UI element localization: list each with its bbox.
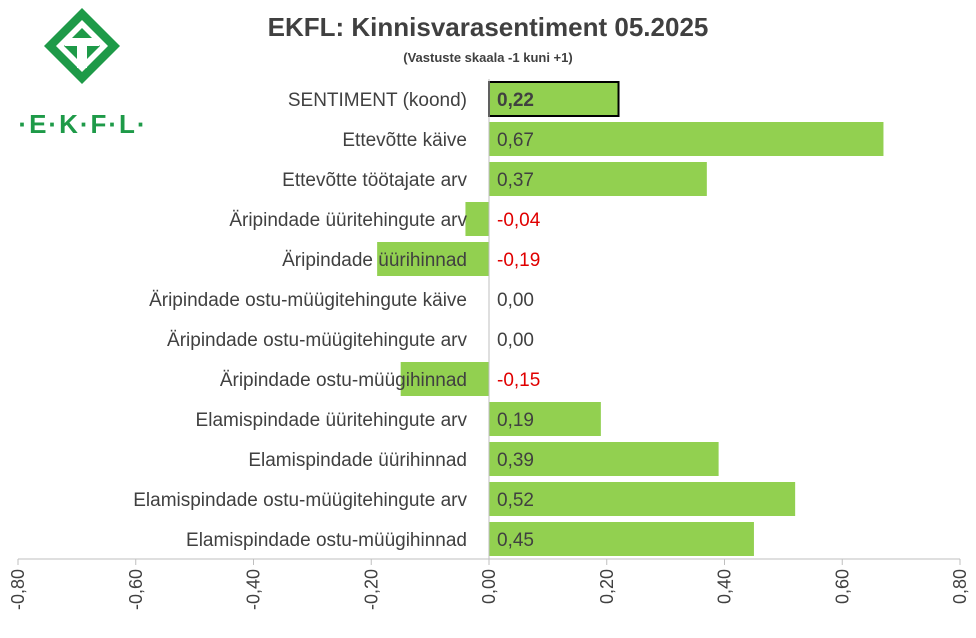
data-label: 0,19 xyxy=(497,410,534,431)
data-label: -0,15 xyxy=(497,370,540,391)
ekfl-logo-emblem xyxy=(44,8,120,84)
category-label: Äripindade üüritehingute arv xyxy=(229,210,467,231)
x-axis: -0,80 -0,60 -0,40 -0,20 0,00 0,20 0,40 0,60 0,80 xyxy=(8,79,970,610)
bar xyxy=(489,482,796,516)
chart-subtitle: (Vastuste skaala -1 kuni +1) xyxy=(403,50,573,65)
data-label: 0,67 xyxy=(497,130,534,151)
bar xyxy=(377,242,489,276)
data-label: 0,45 xyxy=(497,530,534,551)
category-label: Ettevõtte töötajate arv xyxy=(282,170,467,191)
bar xyxy=(489,162,707,196)
x-tick-label: 0,20 xyxy=(597,569,617,604)
x-tick-label: -0,80 xyxy=(8,569,28,610)
bar xyxy=(489,402,601,436)
category-label: Elamispindade üürihinnad xyxy=(248,450,467,471)
data-label: 0,00 xyxy=(497,290,534,311)
ekfl-logo-text: ·E·K·F·L· xyxy=(18,109,147,139)
x-tick-label: -0,40 xyxy=(244,569,264,610)
data-label: 0,39 xyxy=(497,450,534,471)
bar xyxy=(489,122,884,156)
category-label: Äripindade üürihinnad xyxy=(282,250,467,271)
category-label: Elamispindade ostu-müügihinnad xyxy=(186,530,467,551)
bar xyxy=(489,442,719,476)
data-label: 0,00 xyxy=(497,330,534,351)
chart-title: EKFL: Kinnisvarasentiment 05.2025 xyxy=(267,12,709,42)
category-label: SENTIMENT (koond) xyxy=(288,90,467,111)
data-label: 0,37 xyxy=(497,170,534,191)
category-labels: SENTIMENT (koond) Ettevõtte käive Ettevõtt… xyxy=(133,90,467,551)
x-tick-label: 0,40 xyxy=(715,569,735,604)
category-label: Elamispindade ostu-müügitehingute arv xyxy=(133,490,467,511)
x-tick-label: 0,00 xyxy=(479,569,499,604)
category-label: Äripindade ostu-müügitehingute käive xyxy=(149,290,467,311)
x-tick-label: 0,80 xyxy=(950,569,970,604)
data-label: 0,22 xyxy=(497,90,534,111)
category-label: Ettevõtte käive xyxy=(342,130,467,151)
data-label: 0,52 xyxy=(497,490,534,511)
data-label: -0,04 xyxy=(497,210,541,231)
bar xyxy=(489,522,754,556)
bar xyxy=(465,202,489,236)
bar xyxy=(400,362,489,396)
value-labels: 0,22 0,67 0,37 -0,04 -0,19 0,00 0,00 -0,15 0,19 0… xyxy=(497,90,541,551)
category-label: Äripindade ostu-müügitehingute arv xyxy=(167,330,467,351)
data-label: -0,19 xyxy=(497,250,540,271)
x-tick-label: 0,60 xyxy=(832,569,852,604)
ekfl-logo: ·E·K·F·L· xyxy=(18,8,147,139)
category-label: Elamispindade üüritehingute arv xyxy=(196,410,468,431)
bars-group xyxy=(377,81,884,556)
category-label: Äripindade ostu-müügihinnad xyxy=(220,370,467,391)
x-tick-label: -0,60 xyxy=(126,569,146,610)
x-tick-label: -0,20 xyxy=(361,569,381,610)
bar xyxy=(488,81,620,117)
